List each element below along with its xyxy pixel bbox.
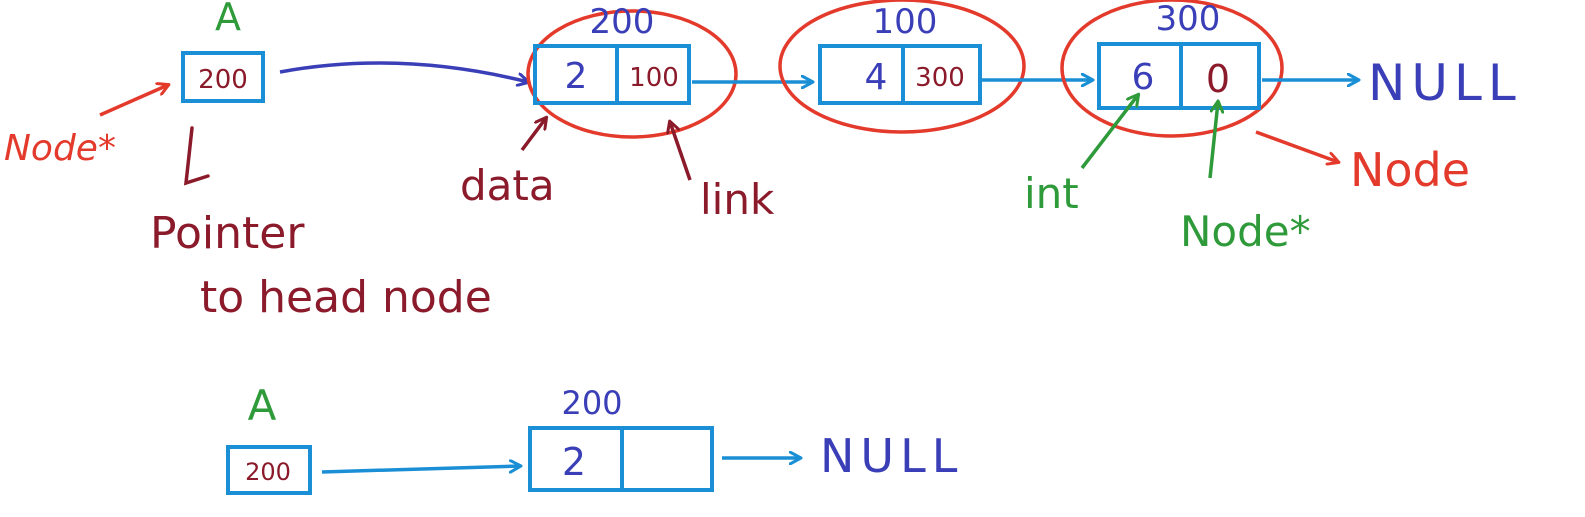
node-ptr-label: Node* (1180, 207, 1311, 256)
link-label-arrow (670, 122, 692, 181)
node-300-circle (1060, 0, 1284, 138)
head-arrow (279, 61, 528, 82)
node-200-box (533, 44, 691, 105)
data-label-arrow (520, 118, 546, 152)
bottom-pointer-value: 200 (245, 458, 291, 486)
pointer-desc-line1: Pointer (150, 208, 305, 259)
node-200-circle (526, 9, 738, 139)
top-pointer-value: 200 (198, 65, 248, 95)
top-pointer-box (181, 51, 265, 103)
node-200-data: 2 (565, 56, 588, 97)
node-300-data: 6 (1132, 57, 1155, 98)
node-ptr-label-arrow (1208, 102, 1218, 179)
node-100-address: 100 (873, 2, 938, 42)
int-label-arrow (1080, 95, 1138, 170)
int-label: int (1024, 169, 1079, 218)
node-300-link: 0 (1206, 57, 1230, 101)
node-100-link: 300 (915, 63, 965, 93)
link-label: link (700, 175, 775, 224)
node-100-data: 4 (865, 57, 888, 98)
node-200-address: 200 (590, 2, 655, 42)
pointer-desc-arrow (183, 126, 210, 186)
node-200-link: 100 (629, 63, 679, 93)
pointer-desc-line2: to head node (200, 272, 492, 323)
node-100-box (818, 44, 982, 105)
node-300-address: 300 (1156, 0, 1221, 39)
top-pointer-type: Node* (4, 128, 116, 169)
bottom-node-data: 2 (562, 440, 586, 484)
bottom-node-address: 200 (561, 384, 622, 422)
bottom-null-label: NULL (820, 429, 963, 483)
bottom-pointer-box (226, 445, 312, 495)
top-pointer-name: A (215, 0, 241, 39)
node-100-circle (778, 0, 1026, 134)
node-label: Node (1350, 143, 1470, 197)
top-null-label: NULL (1368, 54, 1522, 112)
bottom-pointer-name: A (248, 381, 277, 430)
data-label: data (460, 161, 555, 210)
bottom-head-arrow (321, 466, 520, 474)
node-label-arrow (1255, 130, 1338, 162)
pointer-type-arrow (99, 85, 168, 117)
